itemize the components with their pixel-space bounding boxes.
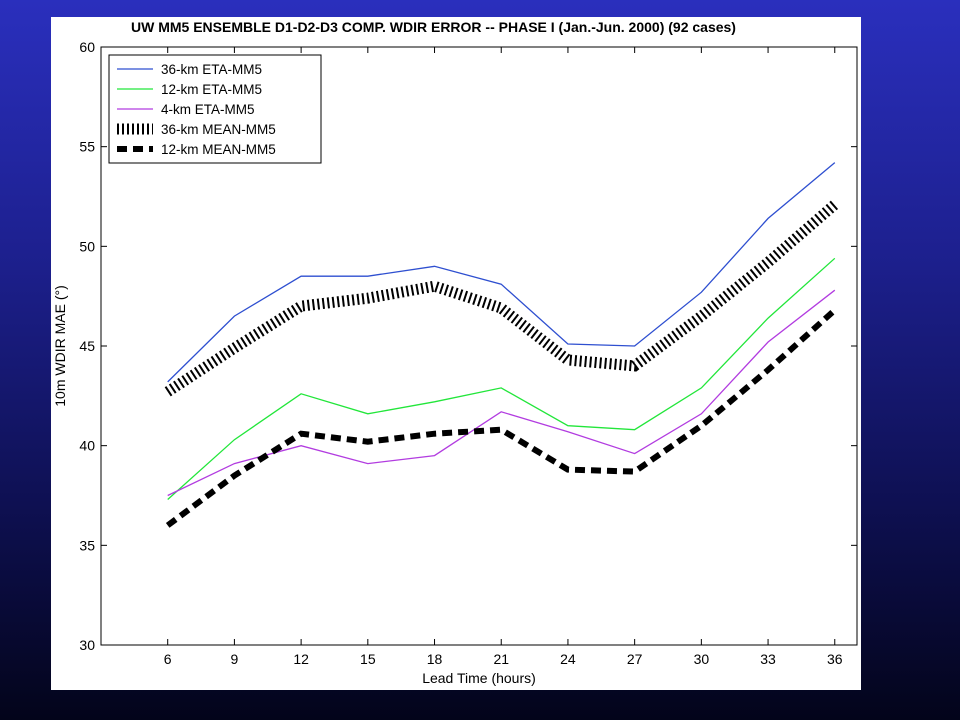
series-line-36-km-eta-mm5 bbox=[167, 162, 836, 383]
x-tick-label: 12 bbox=[293, 651, 309, 667]
y-tick-label: 35 bbox=[79, 537, 95, 553]
x-tick-label: 9 bbox=[231, 651, 239, 667]
chart-title: UW MM5 ENSEMBLE D1-D2-D3 COMP. WDIR ERRO… bbox=[131, 19, 736, 35]
legend-label: 36-km MEAN-MM5 bbox=[161, 122, 276, 137]
legend-label: 36-km ETA-MM5 bbox=[161, 62, 262, 77]
legend-label: 4-km ETA-MM5 bbox=[161, 102, 255, 117]
x-tick-label: 18 bbox=[427, 651, 443, 667]
y-tick-label: 45 bbox=[79, 338, 95, 354]
series-line-36-km-mean-mm5 bbox=[164, 200, 839, 397]
x-tick-label: 24 bbox=[560, 651, 576, 667]
y-tick-label: 55 bbox=[79, 139, 95, 155]
x-tick-label: 30 bbox=[694, 651, 710, 667]
x-tick-label: 21 bbox=[493, 651, 509, 667]
axes: 6 9 12 15 18 21 24 27 30 33 36 30 35 40 45 50 55 60 bbox=[79, 39, 857, 667]
legend-label: 12-km MEAN-MM5 bbox=[161, 142, 276, 157]
legend-label: 12-km ETA-MM5 bbox=[161, 82, 262, 97]
series-layer bbox=[164, 162, 839, 528]
y-tick-label: 30 bbox=[79, 637, 95, 653]
x-tick-label: 6 bbox=[164, 651, 172, 667]
figure-panel: UW MM5 ENSEMBLE D1-D2-D3 COMP. WDIR ERRO… bbox=[51, 17, 861, 690]
y-tick-label: 60 bbox=[79, 39, 95, 55]
y-axis-title: 10m WDIR MAE (°) bbox=[52, 285, 68, 407]
x-axis-title: Lead Time (hours) bbox=[422, 670, 536, 686]
x-tick-label: 36 bbox=[827, 651, 843, 667]
y-tick-label: 40 bbox=[79, 438, 95, 454]
series-line-12-km-mean-mm5 bbox=[165, 307, 837, 528]
x-tick-label: 33 bbox=[760, 651, 776, 667]
series-line-4-km-eta-mm5 bbox=[167, 289, 836, 497]
series-line-12-km-eta-mm5 bbox=[167, 257, 836, 500]
wdir-error-chart: UW MM5 ENSEMBLE D1-D2-D3 COMP. WDIR ERRO… bbox=[52, 19, 858, 686]
y-tick-label: 50 bbox=[79, 238, 95, 254]
legend: 36-km ETA-MM5 12-km ETA-MM5 4-km ETA-MM5 36… bbox=[108, 54, 322, 164]
x-tick-label: 15 bbox=[360, 651, 376, 667]
x-tick-label: 27 bbox=[627, 651, 643, 667]
